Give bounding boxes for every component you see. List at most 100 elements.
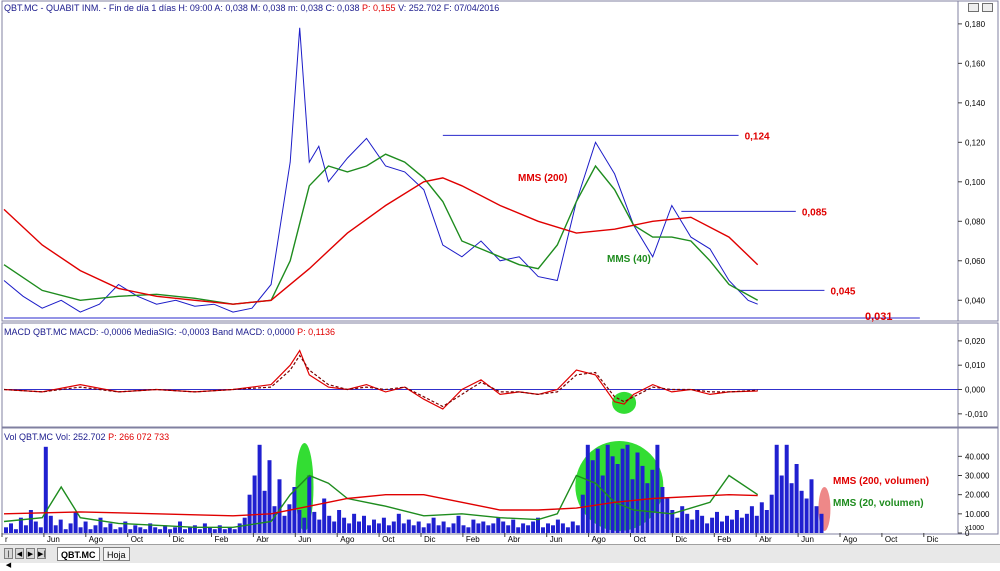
macd-header-text: MACD QBT.MC MACD: -0,0006 MediaSIG: -0,0… xyxy=(4,327,295,337)
tab-qbt-mc[interactable]: QBT.MC xyxy=(57,547,100,561)
tab-hoja[interactable]: Hoja xyxy=(103,547,130,561)
first-sheet-button[interactable]: |◀ xyxy=(4,548,13,569)
volume-bar xyxy=(461,525,466,533)
volume-bar xyxy=(173,527,178,534)
volume-bar xyxy=(769,494,774,533)
volume-bar xyxy=(327,515,332,534)
macd-series-1 xyxy=(3,354,758,408)
volume-bar xyxy=(143,529,148,533)
prev-sheet-button[interactable]: ◀ xyxy=(15,548,24,559)
volume-series-1 xyxy=(3,493,758,517)
volume-bar xyxy=(267,460,272,533)
volume-ytick-label-2: 20.000 xyxy=(965,491,990,500)
volume-bar xyxy=(675,517,680,533)
volume-bar xyxy=(38,527,43,534)
volume-bar xyxy=(531,521,536,533)
volume-bar xyxy=(73,511,78,533)
sheet-toolbar: |◀ ◀ ▶ ▶| QBT.MC Hoja xyxy=(0,544,1000,569)
volume-bar xyxy=(212,529,217,533)
volume-bar xyxy=(416,521,421,533)
xtick-label-12: Abr xyxy=(508,535,521,544)
volume-bar xyxy=(814,506,819,533)
next-sheet-button[interactable]: ▶ xyxy=(26,548,35,559)
volume-bar xyxy=(307,475,312,533)
volume-bar xyxy=(471,519,476,533)
volume-header-p: P: 266 072 733 xyxy=(108,432,170,442)
volume-bar xyxy=(78,527,83,534)
volume-bar xyxy=(536,517,540,533)
last-price-label: 0,031 xyxy=(865,311,893,323)
volume-bar xyxy=(511,519,516,533)
price-series-1 xyxy=(3,153,759,305)
panel-close-button[interactable] xyxy=(982,3,993,12)
xtick-label-17: Feb xyxy=(717,535,731,544)
volume-bar xyxy=(705,523,710,533)
xtick-label-19: Jun xyxy=(801,535,814,544)
volume-bar xyxy=(695,510,700,533)
volume-bar xyxy=(456,515,461,534)
volume-bar xyxy=(367,525,371,533)
volume-bar xyxy=(148,523,153,533)
xtick-label-18: Abr xyxy=(759,535,772,544)
xtick-label-3: Oct xyxy=(131,535,144,544)
volume-bar xyxy=(411,525,416,533)
price-ytick-label-3: 0,100 xyxy=(965,178,986,187)
volume-ytick-label-3: 10.000 xyxy=(965,510,990,519)
volume-bar xyxy=(222,529,227,533)
volume-bar xyxy=(128,529,133,533)
volume-bar xyxy=(53,525,58,533)
volume-series-0 xyxy=(3,474,759,528)
mms200-annotation: MMS (200) xyxy=(518,173,567,184)
volume-panel-header: Vol QBT.MC Vol: 252.702 P: 266 072 733 xyxy=(4,432,169,442)
volume-bar xyxy=(178,521,182,533)
volume-bar xyxy=(635,452,640,533)
xtick-label-16: Dic xyxy=(675,535,687,544)
volume-bar xyxy=(759,502,764,533)
volume-bar xyxy=(183,529,187,533)
volume-bar xyxy=(63,529,68,533)
volume-bar xyxy=(774,444,779,533)
volume-bar xyxy=(262,490,267,533)
xtick-label-5: Feb xyxy=(215,535,229,544)
main-header-tail: V: 252.702 F: 07/04/2016 xyxy=(398,3,500,13)
volume-bar xyxy=(620,448,625,533)
volume-bar xyxy=(570,521,575,533)
volume-bar xyxy=(33,521,38,533)
xtick-label-14: Ago xyxy=(592,535,607,544)
volume-legend-20: MMS (20, volumen) xyxy=(833,498,924,509)
volume-bar xyxy=(227,527,232,534)
macd-ytick-label-0: 0,020 xyxy=(965,337,986,346)
xtick-label-21: Oct xyxy=(885,535,898,544)
last-sheet-button[interactable]: ▶| xyxy=(37,548,46,559)
price-ytick-label-5: 0,140 xyxy=(965,99,986,108)
volume-bar xyxy=(118,527,123,534)
xtick-label-4: Dic xyxy=(173,535,185,544)
volume-bar xyxy=(381,517,386,533)
price-ytick-label-4: 0,120 xyxy=(965,138,986,147)
macd-ytick-label-2: 0,000 xyxy=(965,386,986,395)
volume-bar xyxy=(789,483,794,533)
volume-bar xyxy=(401,523,406,533)
main-header-p: P: 0,155 xyxy=(362,3,396,13)
volume-bar xyxy=(754,515,759,534)
panel-frame-0 xyxy=(1,0,999,322)
volume-bar xyxy=(188,527,192,534)
volume-bar xyxy=(197,529,202,533)
xtick-label-2: Ago xyxy=(89,535,104,544)
volume-bar xyxy=(347,523,352,533)
volume-bar xyxy=(322,498,327,533)
volume-bar xyxy=(342,517,347,533)
price-ytick-label-0: 0,040 xyxy=(965,296,986,305)
volume-bar xyxy=(486,525,491,533)
volume-bar xyxy=(526,525,531,533)
volume-bar xyxy=(153,527,158,534)
macd-header-p: P: 0,1136 xyxy=(297,327,336,337)
volume-header-text: Vol QBT.MC Vol: 252.702 xyxy=(4,432,106,442)
volume-bar xyxy=(68,523,73,533)
volume-bar xyxy=(685,513,690,533)
volume-bar xyxy=(247,494,252,533)
volume-bar xyxy=(207,527,212,534)
volume-bar xyxy=(749,506,754,533)
panel-maximize-button[interactable] xyxy=(968,3,979,12)
